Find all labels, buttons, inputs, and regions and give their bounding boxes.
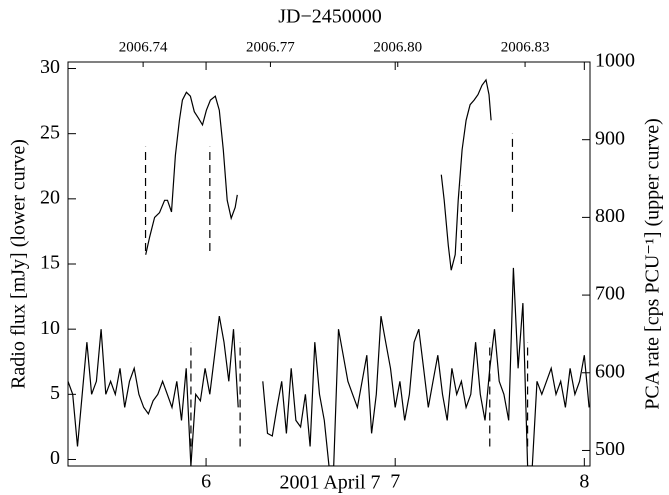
plot-frame [67,61,591,467]
x2-tick-label: 2006.74 [119,39,168,55]
data-line [68,267,590,466]
y-tick-label: 30 [40,56,60,78]
y2-tick-label: 1000 [595,50,635,72]
x2-tick-label: 2006.83 [501,39,550,55]
y-tick-label: 20 [40,186,60,208]
y2-tick-label: 800 [595,205,625,227]
x2-tick-label: 2006.80 [373,39,422,55]
x-tick-label: 8 [579,471,589,493]
y-tick-label: 10 [40,317,60,339]
x2-tick-label: 2006.77 [246,39,295,55]
x-tick-label: 6 [201,471,211,493]
x-axis-title: 2001 April 7 [279,472,380,494]
y-tick-label: 5 [50,382,60,404]
y2-axis-title: PCA rate [cps PCU⁻¹] (upper curve) [642,118,664,409]
data-line [145,78,492,271]
y2-tick-label: 500 [595,438,625,460]
y-tick-label: 25 [40,121,60,143]
y2-tick-label: 900 [595,127,625,149]
x-tick-label: 7 [390,471,400,493]
y-axis-title: Radio flux [mJy] (lower curve) [8,139,30,389]
top-axis-title: JD−2450000 [278,6,382,28]
y2-tick-label: 600 [595,360,625,382]
y2-tick-label: 700 [595,283,625,305]
y-tick-label: 0 [50,447,60,469]
y-tick-label: 15 [40,252,60,274]
